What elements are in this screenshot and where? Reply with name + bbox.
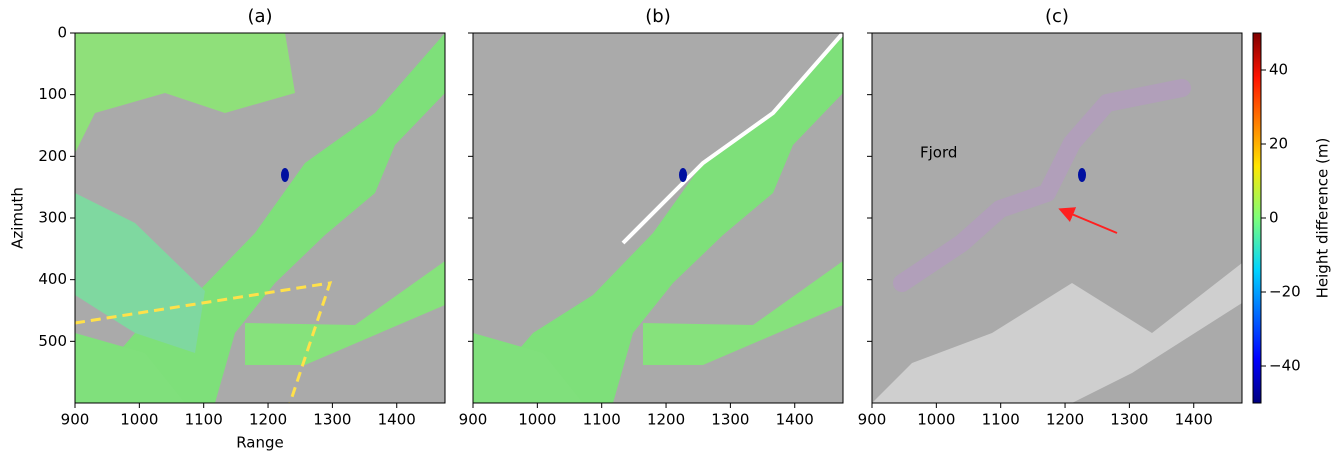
x-tick-label: 1300 [711,411,749,429]
annotation: Fjord [920,144,957,162]
heatmap-image [74,33,445,404]
y-tick-label: 300 [38,209,67,227]
y-axis-label: Azimuth [9,187,27,249]
x-tick-label: 1000 [917,411,955,429]
arrow [1058,207,1118,234]
feature [281,168,289,182]
colorbar-tick-label: −40 [1269,357,1301,375]
highlight-band [893,79,1191,292]
y-tick-label: 400 [38,270,67,288]
valid-region [75,33,295,153]
x-tick-label: 900 [61,411,90,429]
heatmap-image: Fjord [872,33,1242,403]
x-tick-label: 1300 [313,411,351,429]
colorbar-label: Height difference (m) [1314,138,1332,299]
valid-region [473,333,583,403]
x-tick-label: 1100 [583,411,621,429]
heatmap-image [473,31,845,403]
panel-title: (b) [645,6,670,27]
y-tick-label: 0 [57,24,67,42]
valid-region [75,333,185,403]
y-tick-label: 500 [38,332,67,350]
x-tick-label: 1400 [378,411,416,429]
colorbar-tick-label: 0 [1269,209,1279,227]
colorbar-tick-label: 20 [1269,135,1288,153]
colorbar-tick-label: −20 [1269,283,1301,301]
dashed-outline [74,281,333,404]
valid-region [75,193,205,353]
edge [621,31,845,245]
x-tick-label: 1200 [249,411,287,429]
y-tick-label: 100 [38,85,67,103]
x-tick-label: 1000 [120,411,158,429]
feature [679,168,687,182]
x-tick-label: 1300 [1110,411,1148,429]
panel-title: (a) [247,6,272,27]
y-tick-label: 200 [38,147,67,165]
x-tick-label: 1400 [1175,411,1213,429]
x-tick-label: 1100 [982,411,1020,429]
x-tick-label: 1100 [185,411,223,429]
valid-region [643,261,843,365]
x-tick-label: 1000 [518,411,556,429]
x-tick-label: 900 [858,411,887,429]
mask-region [872,263,1242,403]
x-tick-label: 900 [459,411,488,429]
valid-region [245,261,445,365]
x-tick-label: 1200 [1046,411,1084,429]
feature [1078,168,1086,182]
colorbar [1252,32,1262,404]
panel-title: (c) [1045,6,1069,27]
x-axis-label: Range [236,434,284,452]
x-tick-label: 1400 [776,411,814,429]
colorbar-tick-label: 40 [1269,61,1288,79]
x-tick-label: 1200 [647,411,685,429]
